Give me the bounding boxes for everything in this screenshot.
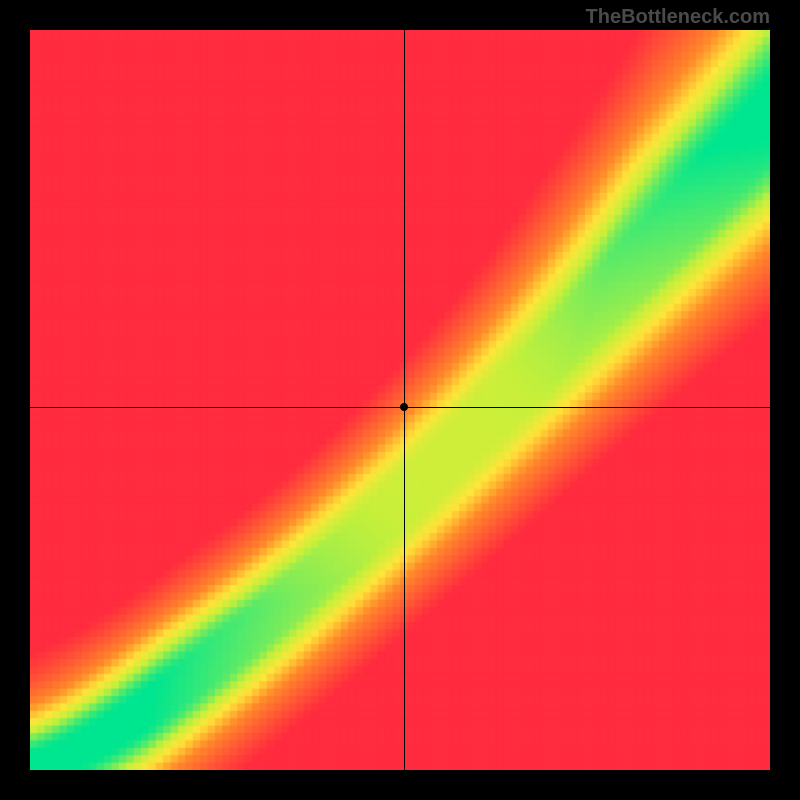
- heatmap-chart: [30, 30, 770, 770]
- watermark-text: TheBottleneck.com: [586, 6, 770, 29]
- crosshair-vertical: [404, 30, 405, 770]
- crosshair-dot: [400, 403, 408, 411]
- heatmap-canvas: [30, 30, 770, 770]
